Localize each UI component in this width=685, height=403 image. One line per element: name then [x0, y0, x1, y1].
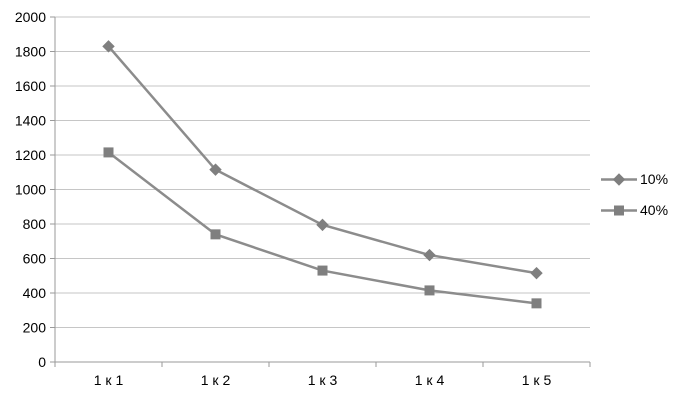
legend-item-series-1: 10% — [600, 171, 668, 187]
data-point-diamond-icon — [102, 40, 115, 53]
legend-label: 10% — [640, 171, 669, 187]
y-axis-label: 0 — [38, 354, 46, 370]
x-axis-label: 1 к 5 — [522, 372, 552, 388]
data-point-square-icon — [210, 229, 221, 240]
x-axis-label: 1 к 1 — [94, 372, 124, 388]
y-axis-label: 1800 — [15, 44, 46, 60]
legend-square-marker-icon — [601, 205, 637, 215]
data-point-square-icon — [424, 285, 435, 296]
y-axis-label: 800 — [23, 216, 47, 232]
chart-legend: 10% 40% — [600, 171, 668, 218]
y-axis-label: 1200 — [15, 147, 46, 163]
legend-label: 40% — [640, 202, 669, 218]
y-axis-label: 200 — [23, 320, 47, 336]
data-point-diamond-icon — [530, 266, 543, 280]
data-point-diamond-icon — [423, 248, 436, 262]
y-axis-label: 1600 — [15, 78, 46, 94]
x-axis-label: 1 к 4 — [415, 372, 445, 388]
legend-diamond-marker-icon — [601, 172, 637, 186]
y-axis-label: 1400 — [15, 113, 46, 129]
y-axis-label: 1000 — [15, 182, 46, 198]
y-axis-label: 600 — [23, 251, 47, 267]
y-axis-label: 2000 — [15, 9, 46, 25]
y-axis-label: 400 — [23, 285, 47, 301]
x-axis-label: 1 к 2 — [201, 372, 231, 388]
x-axis-label: 1 к 3 — [308, 372, 338, 388]
data-point-square-icon — [103, 147, 114, 158]
data-point-square-icon — [531, 298, 542, 309]
series-line-10% — [107, 45, 537, 275]
legend-item-series-2: 40% — [600, 202, 668, 218]
data-point-diamond-icon — [316, 218, 329, 232]
data-point-diamond-icon — [209, 163, 222, 176]
data-point-square-icon — [317, 265, 328, 276]
